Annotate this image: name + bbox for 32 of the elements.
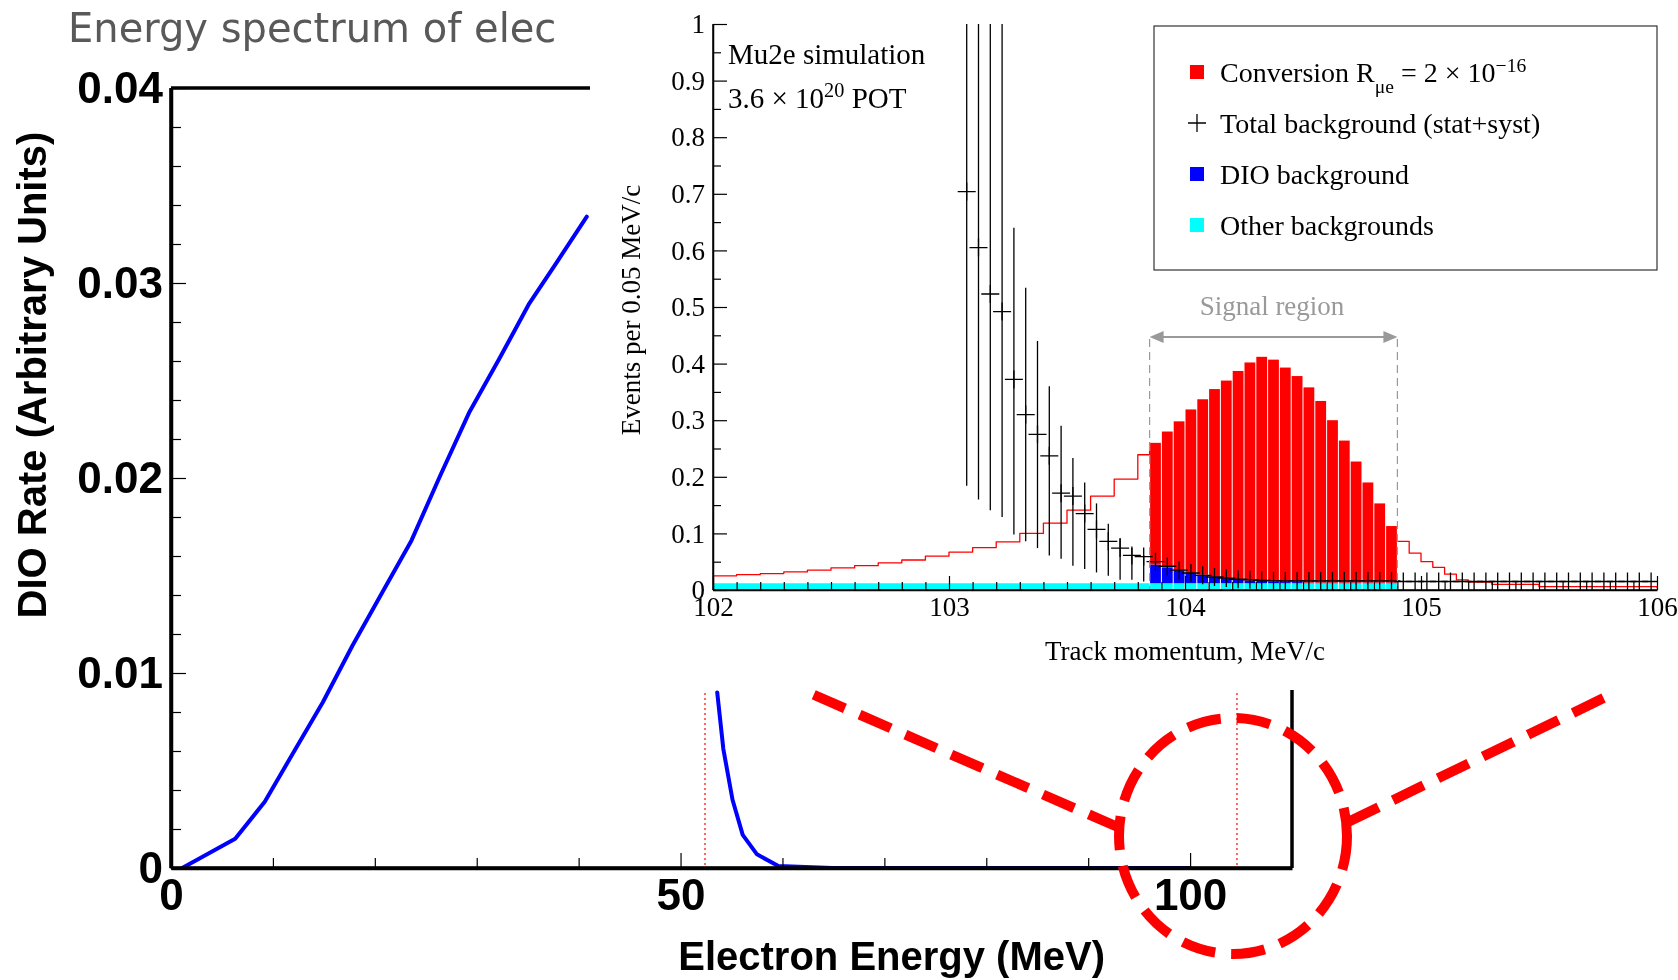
y-axis-title: Events per 0.05 MeV/c xyxy=(616,184,646,436)
legend-label: Total background (stat+syst) xyxy=(1220,107,1541,139)
y-tick-label: 0.3 xyxy=(671,405,705,436)
annotation: 3.6 × 10$^{20}$ POT xyxy=(728,79,907,114)
y-tick-label: 0.1 xyxy=(671,518,705,549)
y-tick-label: 0.7 xyxy=(671,178,705,209)
annotation: Signal region xyxy=(1199,291,1345,321)
y-tick-label: 0.5 xyxy=(671,292,705,323)
x-tick-label: 104 xyxy=(1165,591,1207,622)
x-axis-title: Track momentum, MeV/c xyxy=(1044,636,1326,666)
y-tick-label: 0.03 xyxy=(77,257,163,307)
x-axis-title: Electron Energy (MeV) xyxy=(678,934,1105,978)
x-tick-label: 103 xyxy=(929,591,970,622)
y-tick-label: 0.04 xyxy=(77,62,164,112)
y-tick-label: 0.2 xyxy=(671,461,705,492)
x-tick-label: 105 xyxy=(1401,591,1442,622)
annotation: Mu2e simulation xyxy=(728,38,926,70)
chart-title: Energy spectrum of elec xyxy=(68,5,557,51)
y-tick-label: 1 xyxy=(691,9,705,40)
y-tick-label: 0.01 xyxy=(77,647,163,697)
x-tick-label: 106 xyxy=(1637,591,1678,622)
legend-label: Conversion R$_{μe}$ = 2 × 10$^{−16}$ xyxy=(1220,54,1527,97)
y-tick-label: 0.02 xyxy=(77,452,163,502)
y-tick-label: 0.4 xyxy=(671,348,706,379)
y-tick-label: 0.9 xyxy=(671,65,705,96)
x-tick-label: 100 xyxy=(1153,870,1228,920)
legend-label: Other backgrounds xyxy=(1220,209,1434,241)
y-axis-title: DIO Rate (Arbitrary Units) xyxy=(10,131,54,619)
y-tick-label: 0.8 xyxy=(671,122,705,153)
x-tick-label: 50 xyxy=(656,870,706,920)
y-tick-label: 0.6 xyxy=(671,235,705,266)
legend-label: DIO background xyxy=(1220,158,1409,190)
